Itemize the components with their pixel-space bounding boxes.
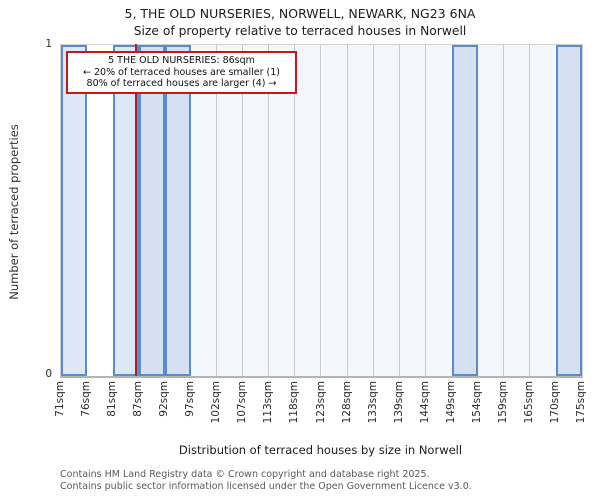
- x-tick-label: 123sqm: [314, 381, 327, 424]
- footer-line-2: Contains public sector information licen…: [60, 480, 472, 492]
- histogram-bin-empty: [217, 45, 244, 376]
- x-tick-label: 97sqm: [184, 381, 197, 417]
- histogram-bar: [61, 45, 88, 376]
- annotation-line-larger: 80% of terraced houses are larger (4) →: [86, 78, 277, 90]
- x-tick-label: 165sqm: [522, 381, 535, 424]
- x-tick-label: 71sqm: [54, 381, 66, 417]
- y-tick-label-0: 0: [45, 368, 52, 380]
- histogram-bin-empty: [425, 45, 452, 376]
- x-tick-label: 154sqm: [470, 381, 483, 424]
- histogram-bin-empty: [477, 45, 504, 376]
- x-tick-label: 81sqm: [106, 381, 119, 417]
- x-tick-label: 118sqm: [288, 381, 301, 424]
- histogram-bin-empty: [191, 45, 218, 376]
- annotation-line-smaller: ← 20% of terraced houses are smaller (1): [83, 66, 280, 78]
- histogram-bin-empty: [243, 45, 270, 376]
- x-tick-label: 170sqm: [548, 381, 561, 424]
- x-tick-label: 175sqm: [575, 381, 587, 424]
- histogram-bin-empty: [529, 45, 556, 376]
- x-tick-label: 76sqm: [80, 381, 93, 417]
- x-tick-label: 149sqm: [444, 381, 457, 424]
- histogram-bar: [451, 45, 478, 376]
- x-tick-label: 128sqm: [340, 381, 353, 424]
- footer-line-1: Contains HM Land Registry data © Crown c…: [60, 469, 430, 480]
- histogram-bin-empty: [347, 45, 374, 376]
- histogram-bin-empty: [503, 45, 530, 376]
- annotation-line-property: 5 THE OLD NURSERIES: 86sqm: [108, 55, 255, 66]
- x-tick-label: 107sqm: [236, 381, 249, 424]
- x-tick-label: 139sqm: [392, 381, 405, 424]
- property-size-marker-line: [134, 44, 137, 376]
- plot-area: [60, 44, 583, 378]
- histogram-bin-empty: [321, 45, 348, 376]
- histogram-bar: [555, 45, 582, 376]
- chart-subtitle: Size of property relative to terraced ho…: [133, 24, 467, 38]
- y-tick-label-1: 1: [45, 38, 52, 50]
- x-tick-label: 159sqm: [496, 381, 509, 424]
- histogram-bar: [165, 45, 192, 376]
- chart-footer: Contains HM Land Registry data © Crown c…: [60, 469, 472, 492]
- histogram-bin-empty: [269, 45, 296, 376]
- x-axis-label: Distribution of terraced houses by size …: [178, 443, 463, 457]
- y-axis-label: Number of terraced properties: [7, 124, 21, 300]
- x-tick-label: 133sqm: [366, 381, 379, 424]
- chart-title: 5, THE OLD NURSERIES, NORWELL, NEWARK, N…: [124, 6, 476, 21]
- histogram-bin-empty: [399, 45, 426, 376]
- x-tick-label: 113sqm: [262, 381, 275, 424]
- histogram-bar: [139, 45, 166, 376]
- x-tick-label: 144sqm: [418, 381, 431, 424]
- histogram-bin-empty: [87, 45, 114, 376]
- x-tick-label: 92sqm: [158, 381, 171, 417]
- histogram-bin-empty: [295, 45, 322, 376]
- x-tick-label: 87sqm: [132, 381, 145, 417]
- property-annotation: 5 THE OLD NURSERIES: 86sqm ← 20% of terr…: [66, 51, 297, 94]
- x-tick-label: 102sqm: [210, 381, 223, 424]
- histogram-bin-empty: [373, 45, 400, 376]
